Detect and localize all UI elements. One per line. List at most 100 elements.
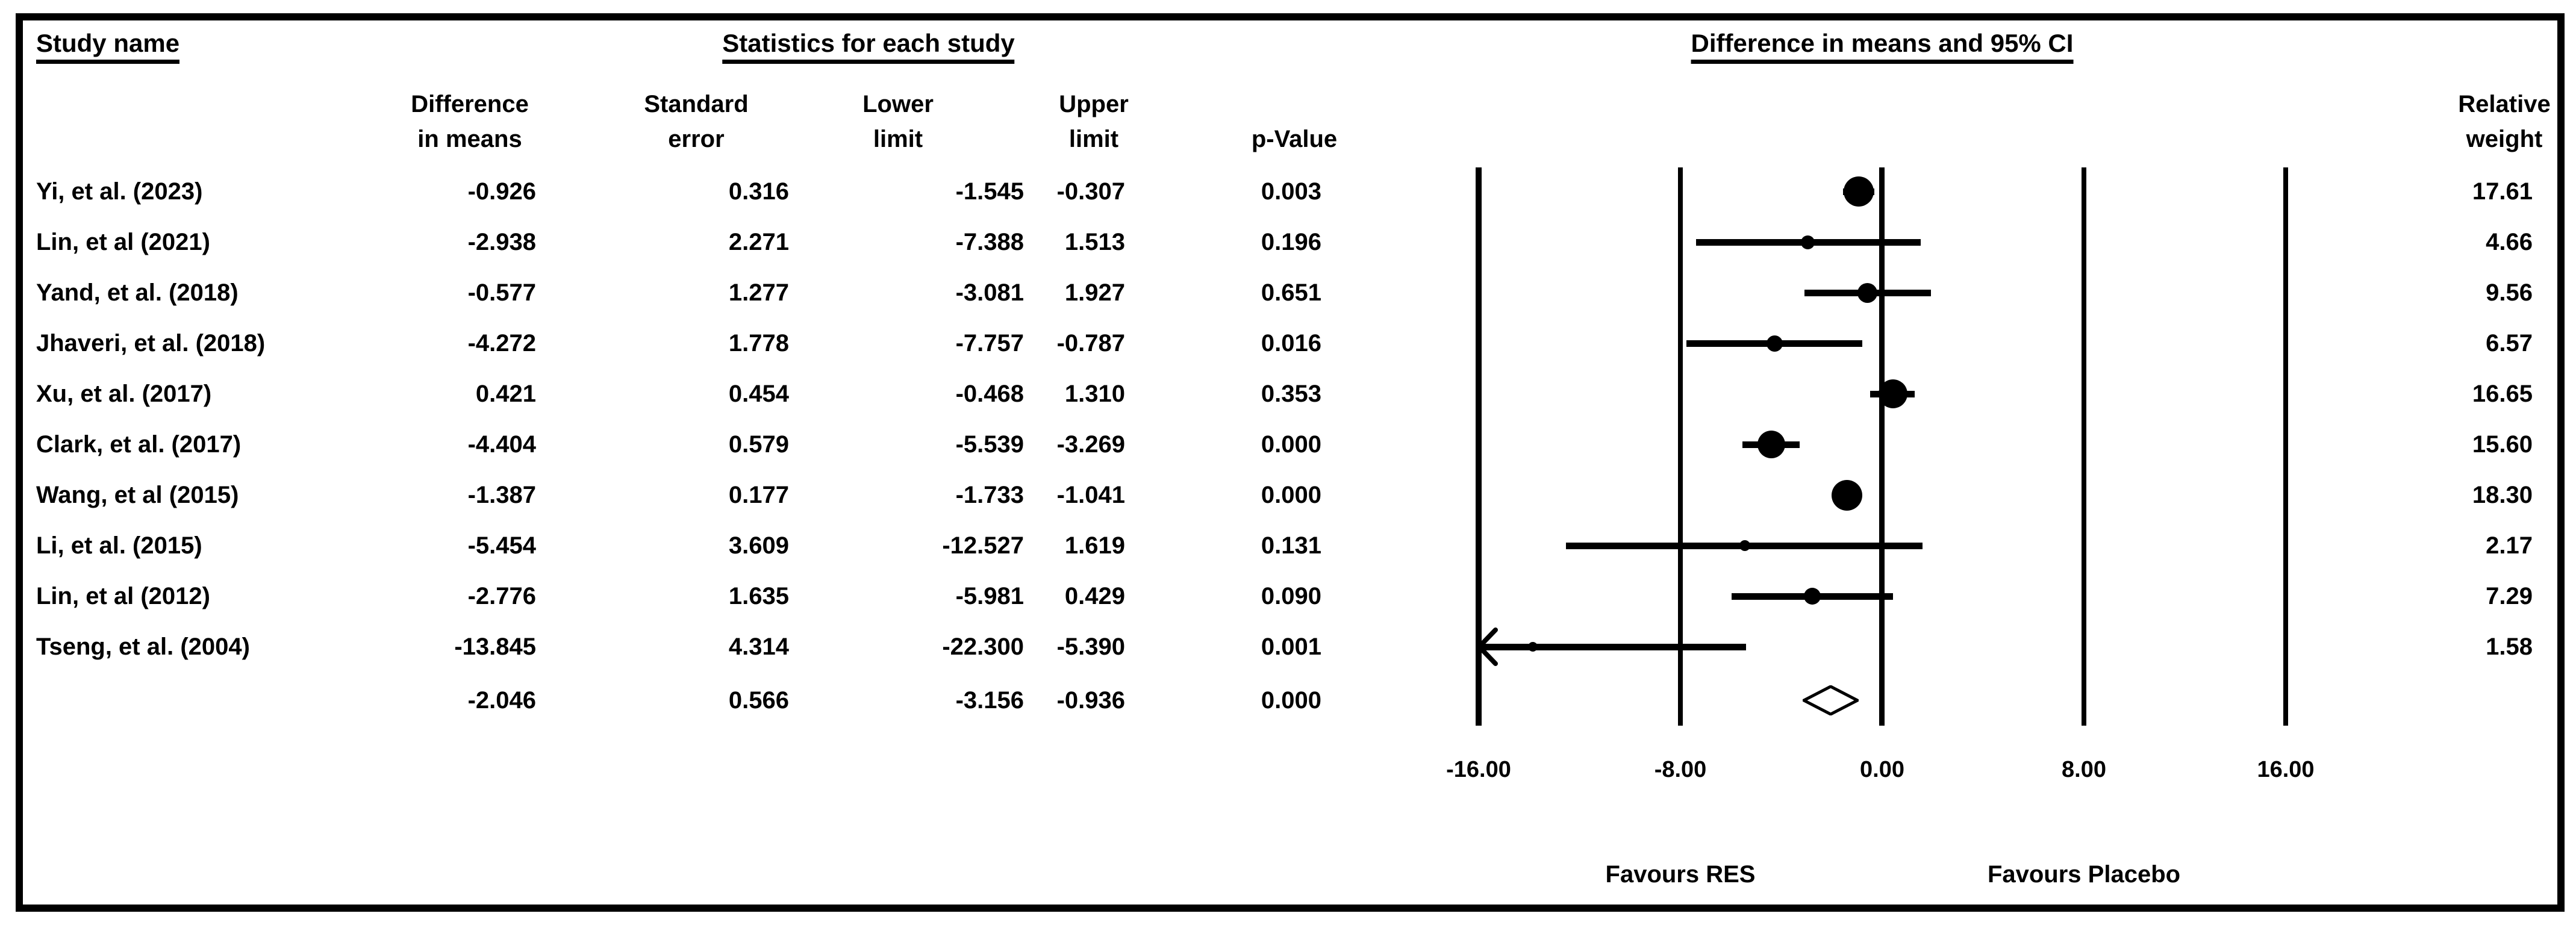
lower-limit-cell: -7.388 [955,229,1024,255]
col-header-upper-limit: Upper limit [1059,87,1129,157]
diff-in-means-cell: -13.845 [454,634,536,660]
diff-in-means-cell: -4.404 [467,431,536,458]
table-row: Yi, et al. (2023) -0.926 0.316 -1.545 -0.307… [0,166,2576,217]
col-header-difference-in-means: Difference in means [411,87,529,157]
col-header-line: Standard [644,91,749,117]
group-header-study-name: Study name [36,30,180,64]
favours-placebo-label: Favours Placebo [1987,861,2181,888]
table-row: Tseng, et al. (2004) -13.845 4.314 -22.300 -… [0,621,2576,672]
gridline-plus8 [2082,167,2086,726]
upper-limit-cell: -5.390 [1056,634,1125,660]
col-header-line: error [668,126,725,152]
relative-weight-cell: 18.30 [2472,482,2533,508]
effect-point [1832,480,1862,511]
relative-weight-cell: 7.29 [2486,583,2533,609]
study-name-cell: Lin, et al (2012) [36,583,210,609]
table-row: Lin, et al (2012) -2.776 1.635 -5.981 0.429 0… [0,571,2576,621]
col-header-line: limit [873,126,923,152]
favours-res-label: Favours RES [1605,861,1756,888]
axis-tick-label: 16.00 [2257,757,2315,782]
table-row: Xu, et al. (2017) 0.421 0.454 -0.468 1.310 0.… [0,369,2576,419]
effect-point [1767,335,1783,352]
summary-row: -2.046 0.566 -3.156 -0.936 0.000 [0,675,2576,726]
diff-in-means-cell: 0.421 [475,381,536,407]
lower-limit-cell: -1.545 [955,178,1024,205]
study-name-cell: Xu, et al. (2017) [36,381,212,407]
study-name-cell: Jhaveri, et al. (2018) [36,330,266,357]
study-name-cell [36,675,373,726]
gridline-plus16 [2283,167,2288,726]
col-header-line: Relative [2458,91,2551,117]
lower-limit-cell: -5.981 [955,583,1024,609]
table-row: Lin, et al (2021) -2.938 2.271 -7.388 1.513 0… [0,217,2576,267]
upper-limit-cell: 1.310 [1064,381,1125,407]
p-value-cell: 0.001 [1261,634,1321,660]
table-row: Li, et al. (2015) -5.454 3.609 -12.527 1.619… [0,520,2576,571]
p-value-cell: 0.090 [1261,583,1321,609]
gridline-minus16 [1476,167,1482,726]
table-row: Wang, et al (2015) -1.387 0.177 -1.733 -1.04… [0,470,2576,520]
gridline-zero [1879,167,1885,726]
lower-limit-cell: -3.081 [955,279,1024,306]
table-row: Clark, et al. (2017) -4.404 0.579 -5.539 -3.… [0,419,2576,470]
diff-in-means-cell: -4.272 [467,330,536,357]
group-header-plot-title: Difference in means and 95% CI [1691,30,2074,64]
upper-limit-cell: -1.041 [1056,482,1125,508]
standard-error-cell: 0.177 [728,482,789,508]
upper-limit-cell: -0.307 [1056,178,1125,205]
relative-weight-cell: 16.65 [2472,381,2533,407]
lower-limit-cell: -7.757 [955,330,1024,357]
p-value-cell: 0.000 [1261,431,1321,458]
table-row: Yand, et al. (2018) -0.577 1.277 -3.081 1.92… [0,267,2576,318]
group-header-statistics: Statistics for each study [722,30,1015,64]
effect-point [1757,431,1785,458]
diff-in-means-cell: -0.577 [467,279,536,306]
study-name-cell: Yand, et al. (2018) [36,279,239,306]
relative-weight-cell: 9.56 [2486,279,2533,306]
axis-tick-label: -8.00 [1654,757,1707,782]
upper-limit-cell: 1.927 [1064,279,1125,306]
study-name-cell: Li, et al. (2015) [36,532,202,559]
diff-in-means-cell: -0.926 [467,178,536,205]
col-header-line: in means [417,126,522,152]
standard-error-cell: 0.566 [728,687,789,714]
lower-limit-cell: -3.156 [955,687,1024,714]
relative-weight-cell: 4.66 [2486,229,2533,255]
standard-error-cell: 2.271 [728,229,789,255]
relative-weight-cell: 15.60 [2472,431,2533,458]
standard-error-cell: 1.635 [728,583,789,609]
lower-limit-cell: -0.468 [955,381,1024,407]
figure-frame [16,13,2565,912]
standard-error-cell: 0.316 [728,178,789,205]
relative-weight-cell: 6.57 [2486,330,2533,357]
gridline-minus8 [1678,167,1683,726]
effect-point [1879,379,1907,408]
relative-weight-cell: 2.17 [2486,532,2533,559]
col-header-line: weight [2466,126,2543,152]
effect-point [1739,540,1750,551]
col-header-line: Upper [1059,91,1129,117]
diff-in-means-cell: -2.938 [467,229,536,255]
p-value-cell: 0.000 [1261,687,1321,714]
p-value-cell: 0.016 [1261,330,1321,357]
col-header-line: limit [1068,126,1119,152]
effect-point [1844,176,1874,207]
relative-weight-cell: 17.61 [2472,178,2533,205]
upper-limit-cell: 1.619 [1064,532,1125,559]
col-header-lower-limit: Lower limit [862,87,934,157]
axis-tick-label: 0.00 [1860,757,1904,782]
upper-limit-cell: 0.429 [1064,583,1125,609]
effect-point [1528,642,1538,652]
effect-point [1804,588,1821,605]
standard-error-cell: 0.454 [728,381,789,407]
diff-in-means-cell: -5.454 [467,532,536,559]
upper-limit-cell: -0.936 [1056,687,1125,714]
relative-weight-cell: 1.58 [2486,634,2533,660]
study-name-cell: Yi, et al. (2023) [36,178,203,205]
upper-limit-cell: 1.513 [1064,229,1125,255]
col-header-p-value: p-Value [1251,126,1338,152]
col-header-standard-error: Standard error [644,87,748,157]
upper-limit-cell: -0.787 [1056,330,1125,357]
p-value-cell: 0.131 [1261,532,1321,559]
standard-error-cell: 0.579 [728,431,789,458]
